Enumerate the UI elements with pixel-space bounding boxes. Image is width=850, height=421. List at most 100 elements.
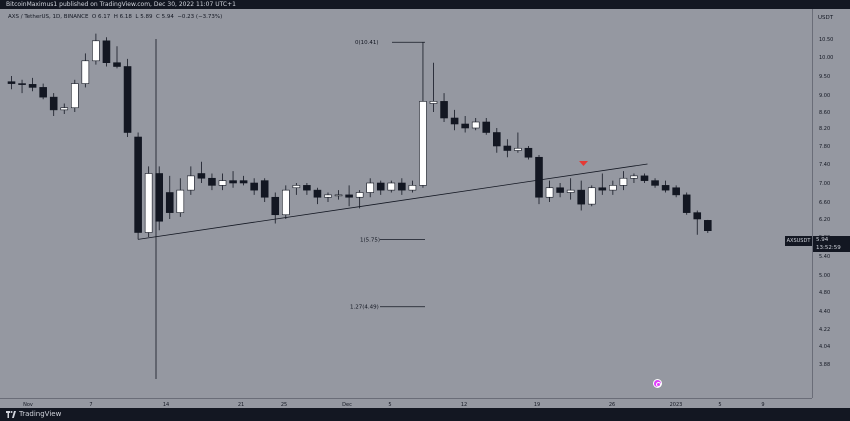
candle-body [92, 40, 100, 62]
price-tick-label: 6.20 [819, 217, 830, 223]
price-axis-ticks: 10.50 10.00 9.50 9.00 8.60 8.20 7.80 7.40 7.00 6.… [819, 37, 833, 368]
candle-body [682, 194, 691, 213]
candle-body [281, 189, 290, 216]
time-tick-label: 2023 [670, 402, 683, 408]
low-label: L [135, 14, 139, 20]
candle-body [545, 187, 554, 198]
candle-body [661, 185, 670, 191]
candle-body [313, 189, 322, 198]
candle-body [144, 173, 153, 233]
candle-body [102, 40, 111, 63]
currency-label: USDT [818, 15, 834, 21]
time-axis[interactable]: Nov 7 14 21 25 Dec 5 12 19 26 2023 5 9 [0, 398, 812, 408]
price-tick-label: 10.00 [819, 55, 833, 61]
candle-body [703, 220, 712, 232]
candle-body [60, 107, 69, 111]
candle-body [408, 185, 417, 191]
price-tick-label: 8.20 [819, 126, 830, 132]
candle-body [197, 173, 206, 179]
candle-body [461, 123, 469, 129]
time-tick-label: 9 [761, 402, 764, 408]
time-tick-label: 7 [89, 402, 92, 408]
candle-body [334, 194, 343, 197]
candle-body [165, 192, 174, 213]
candle-body [535, 156, 543, 198]
candle-body [71, 83, 79, 109]
price-tick-label: 6.60 [819, 200, 830, 206]
chart-plot-area[interactable]: 0(10.41) 1(5.75) 1.27(4.49) [0, 9, 812, 398]
candle-body [693, 212, 702, 220]
candle-body [18, 83, 26, 85]
signal-marker [579, 161, 588, 166]
candle-body [271, 196, 280, 216]
candle-body [376, 182, 385, 191]
trendline [138, 163, 648, 240]
tradingview-brand: TradingView [19, 410, 62, 418]
candle-body [587, 187, 596, 205]
candle-body [672, 187, 680, 196]
candlestick-chart[interactable]: 0(10.41) 1(5.75) 1.27(4.49) [0, 9, 812, 398]
candle-body [260, 180, 269, 198]
candle-body [566, 189, 575, 193]
time-tick-label: Dec [342, 402, 352, 408]
candle-body [366, 182, 375, 193]
price-tick-label: 8.60 [819, 110, 830, 116]
candle-body [524, 147, 533, 158]
candle-body [429, 101, 438, 104]
candle-body [7, 81, 16, 84]
low-value: 5.89 [140, 14, 153, 20]
price-tick-label: 5.40 [819, 254, 830, 260]
candle-body [514, 147, 522, 151]
price-tick-label: 9.00 [819, 93, 830, 99]
candle-body [503, 145, 512, 151]
footer-bar: TradingView [0, 408, 850, 421]
candle-body [81, 60, 90, 84]
price-tick-label: 7.00 [819, 181, 830, 187]
price-axis[interactable]: 10.50 10.00 9.50 9.00 8.60 8.20 7.80 7.40 7.00 6.… [812, 9, 850, 398]
candle-body [113, 62, 121, 67]
fib-level-label: 0(10.41) [355, 40, 379, 46]
countdown: 13:52:59 [816, 245, 841, 251]
candle-body [640, 175, 649, 181]
candle-body [345, 194, 353, 198]
time-tick-label: 5 [388, 402, 391, 408]
close-value: 5.94 [161, 14, 174, 20]
candle-body [250, 182, 258, 191]
time-tick-label: 5 [718, 402, 721, 408]
symbol-title[interactable]: AXS / TetherUS, 1D, BINANCE [8, 14, 89, 20]
price-tick-label: 7.80 [819, 144, 830, 150]
candle-body [651, 180, 659, 186]
high-value: 6.18 [119, 14, 132, 20]
candle-body [419, 101, 427, 186]
event-icon[interactable] [653, 379, 662, 388]
tradingview-logo[interactable]: TradingView [6, 410, 61, 419]
candle-body [630, 175, 638, 179]
time-tick-label: Nov [23, 402, 33, 408]
price-tick-label: 10.50 [819, 37, 833, 43]
candle-body [208, 177, 216, 186]
time-tick-label: 21 [238, 402, 244, 408]
time-tick-label: 14 [163, 402, 169, 408]
open-label: O [91, 14, 97, 20]
candle-body [218, 180, 227, 186]
price-tick-label: 5.00 [819, 273, 830, 279]
candle-body [28, 84, 37, 88]
change-value: −0.23 (−3.73%) [177, 14, 223, 20]
time-tick-label: 26 [609, 402, 615, 408]
price-tick-label: 3.88 [819, 362, 830, 368]
candle-body [598, 187, 607, 191]
fib-level-label: 1.27(4.49) [350, 305, 379, 311]
candle-body [303, 185, 311, 191]
candle-body [609, 185, 617, 191]
candle-body [492, 132, 501, 147]
time-tick-label: 19 [534, 402, 540, 408]
fib-level-label: 1(5.75) [360, 237, 380, 243]
candle-body [577, 189, 586, 205]
last-price-tag: 5.94 13:52:59 [813, 236, 850, 252]
last-price: 5.94 [816, 237, 829, 243]
price-tick-label: 4.80 [819, 290, 830, 296]
candle-body [355, 192, 364, 198]
candle-body [482, 121, 491, 133]
candle-body [471, 121, 480, 129]
candle-body [39, 87, 47, 98]
